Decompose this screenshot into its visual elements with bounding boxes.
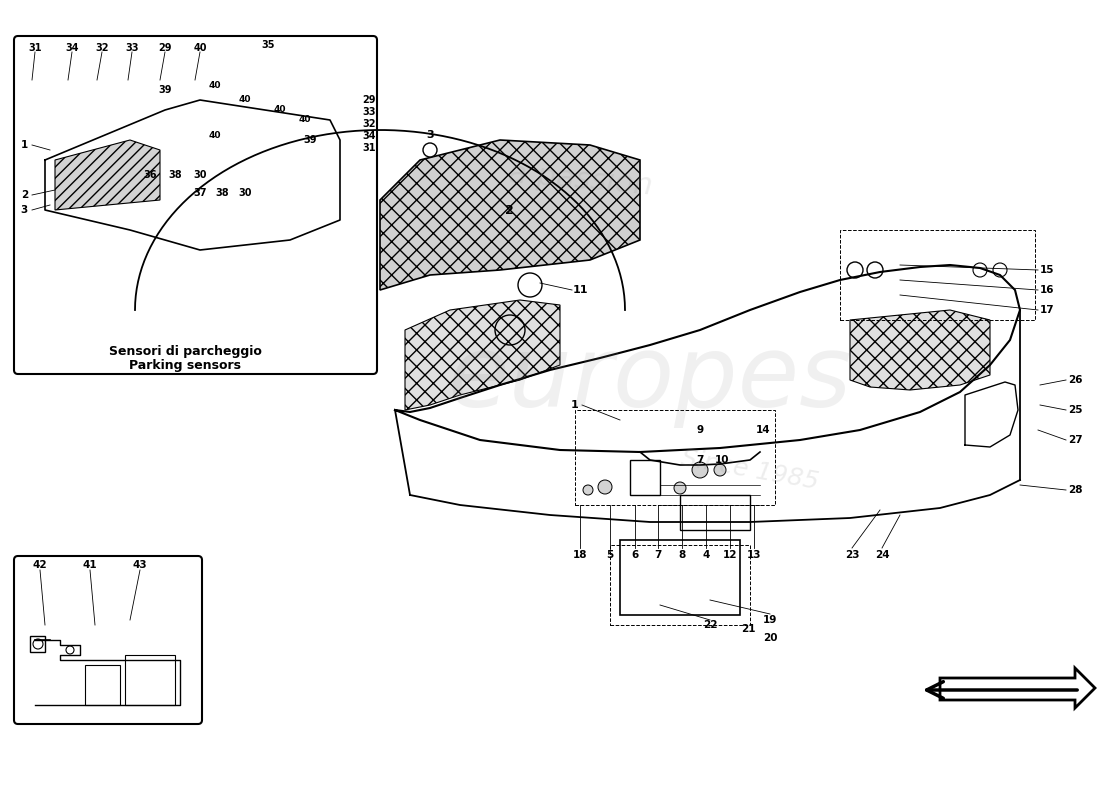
Polygon shape bbox=[379, 140, 640, 290]
Text: 18: 18 bbox=[573, 550, 587, 560]
Circle shape bbox=[714, 464, 726, 476]
Bar bbox=[840, 230, 1035, 320]
Text: 31: 31 bbox=[29, 43, 42, 53]
Polygon shape bbox=[405, 300, 560, 410]
Text: 36: 36 bbox=[143, 170, 156, 180]
Text: Sensori di parcheggio: Sensori di parcheggio bbox=[109, 346, 262, 358]
Text: 11: 11 bbox=[572, 285, 587, 295]
Text: 34: 34 bbox=[65, 43, 79, 53]
Bar bbox=[85, 665, 120, 705]
Text: 40: 40 bbox=[274, 106, 286, 114]
Text: 40: 40 bbox=[209, 81, 221, 90]
Circle shape bbox=[993, 263, 1007, 277]
Bar bbox=[620, 540, 740, 615]
Circle shape bbox=[424, 143, 437, 157]
Bar bbox=[125, 655, 175, 705]
Circle shape bbox=[583, 485, 593, 495]
Text: 41: 41 bbox=[82, 560, 97, 570]
Text: 20: 20 bbox=[762, 633, 778, 643]
FancyBboxPatch shape bbox=[14, 556, 202, 724]
Text: 27: 27 bbox=[1068, 435, 1082, 445]
Bar bbox=[30, 636, 45, 652]
Polygon shape bbox=[55, 140, 160, 210]
Circle shape bbox=[598, 480, 612, 494]
Text: 3: 3 bbox=[21, 205, 28, 215]
Text: 17: 17 bbox=[1040, 305, 1055, 315]
Text: a passion: a passion bbox=[507, 159, 653, 201]
Bar bbox=[630, 460, 660, 495]
Polygon shape bbox=[850, 310, 990, 390]
Bar bbox=[680, 495, 750, 530]
Text: 40: 40 bbox=[299, 115, 311, 125]
Text: 30: 30 bbox=[194, 170, 207, 180]
Text: 16: 16 bbox=[1040, 285, 1055, 295]
Text: Parking sensors: Parking sensors bbox=[129, 358, 241, 371]
Text: 26: 26 bbox=[1068, 375, 1082, 385]
Bar bbox=[575, 410, 776, 505]
Text: 23: 23 bbox=[845, 550, 859, 560]
Text: 42: 42 bbox=[33, 560, 47, 570]
Text: 14: 14 bbox=[756, 425, 771, 435]
Text: 6: 6 bbox=[631, 550, 639, 560]
Text: 1: 1 bbox=[570, 400, 578, 410]
Text: 32: 32 bbox=[96, 43, 109, 53]
Text: 25: 25 bbox=[1068, 405, 1082, 415]
Text: 24: 24 bbox=[874, 550, 889, 560]
Text: 10: 10 bbox=[715, 455, 729, 465]
Text: 12: 12 bbox=[723, 550, 737, 560]
Text: 7: 7 bbox=[696, 455, 704, 465]
Text: 38: 38 bbox=[216, 188, 229, 198]
Text: 5: 5 bbox=[606, 550, 614, 560]
Text: 38: 38 bbox=[168, 170, 182, 180]
Text: 22: 22 bbox=[703, 620, 717, 630]
Text: 31: 31 bbox=[362, 143, 375, 153]
Text: Since 1985: Since 1985 bbox=[680, 446, 821, 494]
Text: 8: 8 bbox=[679, 550, 685, 560]
FancyBboxPatch shape bbox=[14, 36, 377, 374]
Text: 9: 9 bbox=[696, 425, 704, 435]
Circle shape bbox=[674, 482, 686, 494]
Text: 4: 4 bbox=[702, 550, 710, 560]
Text: 29: 29 bbox=[158, 43, 172, 53]
Text: europes: europes bbox=[448, 331, 852, 429]
Text: 35: 35 bbox=[262, 40, 275, 50]
Text: 19: 19 bbox=[762, 615, 778, 625]
Text: 2: 2 bbox=[21, 190, 28, 200]
Text: 33: 33 bbox=[362, 107, 375, 117]
Text: 1: 1 bbox=[21, 140, 28, 150]
Text: 21: 21 bbox=[740, 624, 756, 634]
Text: 29: 29 bbox=[362, 95, 375, 105]
Circle shape bbox=[974, 263, 987, 277]
Text: 33: 33 bbox=[125, 43, 139, 53]
Text: 13: 13 bbox=[747, 550, 761, 560]
Text: 7: 7 bbox=[654, 550, 662, 560]
Text: 40: 40 bbox=[194, 43, 207, 53]
Text: 39: 39 bbox=[158, 85, 172, 95]
Text: 43: 43 bbox=[133, 560, 147, 570]
Text: 40: 40 bbox=[209, 130, 221, 139]
Text: 30: 30 bbox=[239, 188, 252, 198]
Text: 15: 15 bbox=[1040, 265, 1055, 275]
Text: 3: 3 bbox=[426, 130, 433, 140]
Text: 32: 32 bbox=[362, 119, 375, 129]
Text: 34: 34 bbox=[362, 131, 375, 141]
Text: 28: 28 bbox=[1068, 485, 1082, 495]
Text: 37: 37 bbox=[194, 188, 207, 198]
Text: 2: 2 bbox=[505, 203, 514, 217]
Circle shape bbox=[692, 462, 708, 478]
Text: 40: 40 bbox=[239, 95, 251, 105]
Text: 39: 39 bbox=[304, 135, 317, 145]
Bar bbox=[610, 545, 750, 625]
